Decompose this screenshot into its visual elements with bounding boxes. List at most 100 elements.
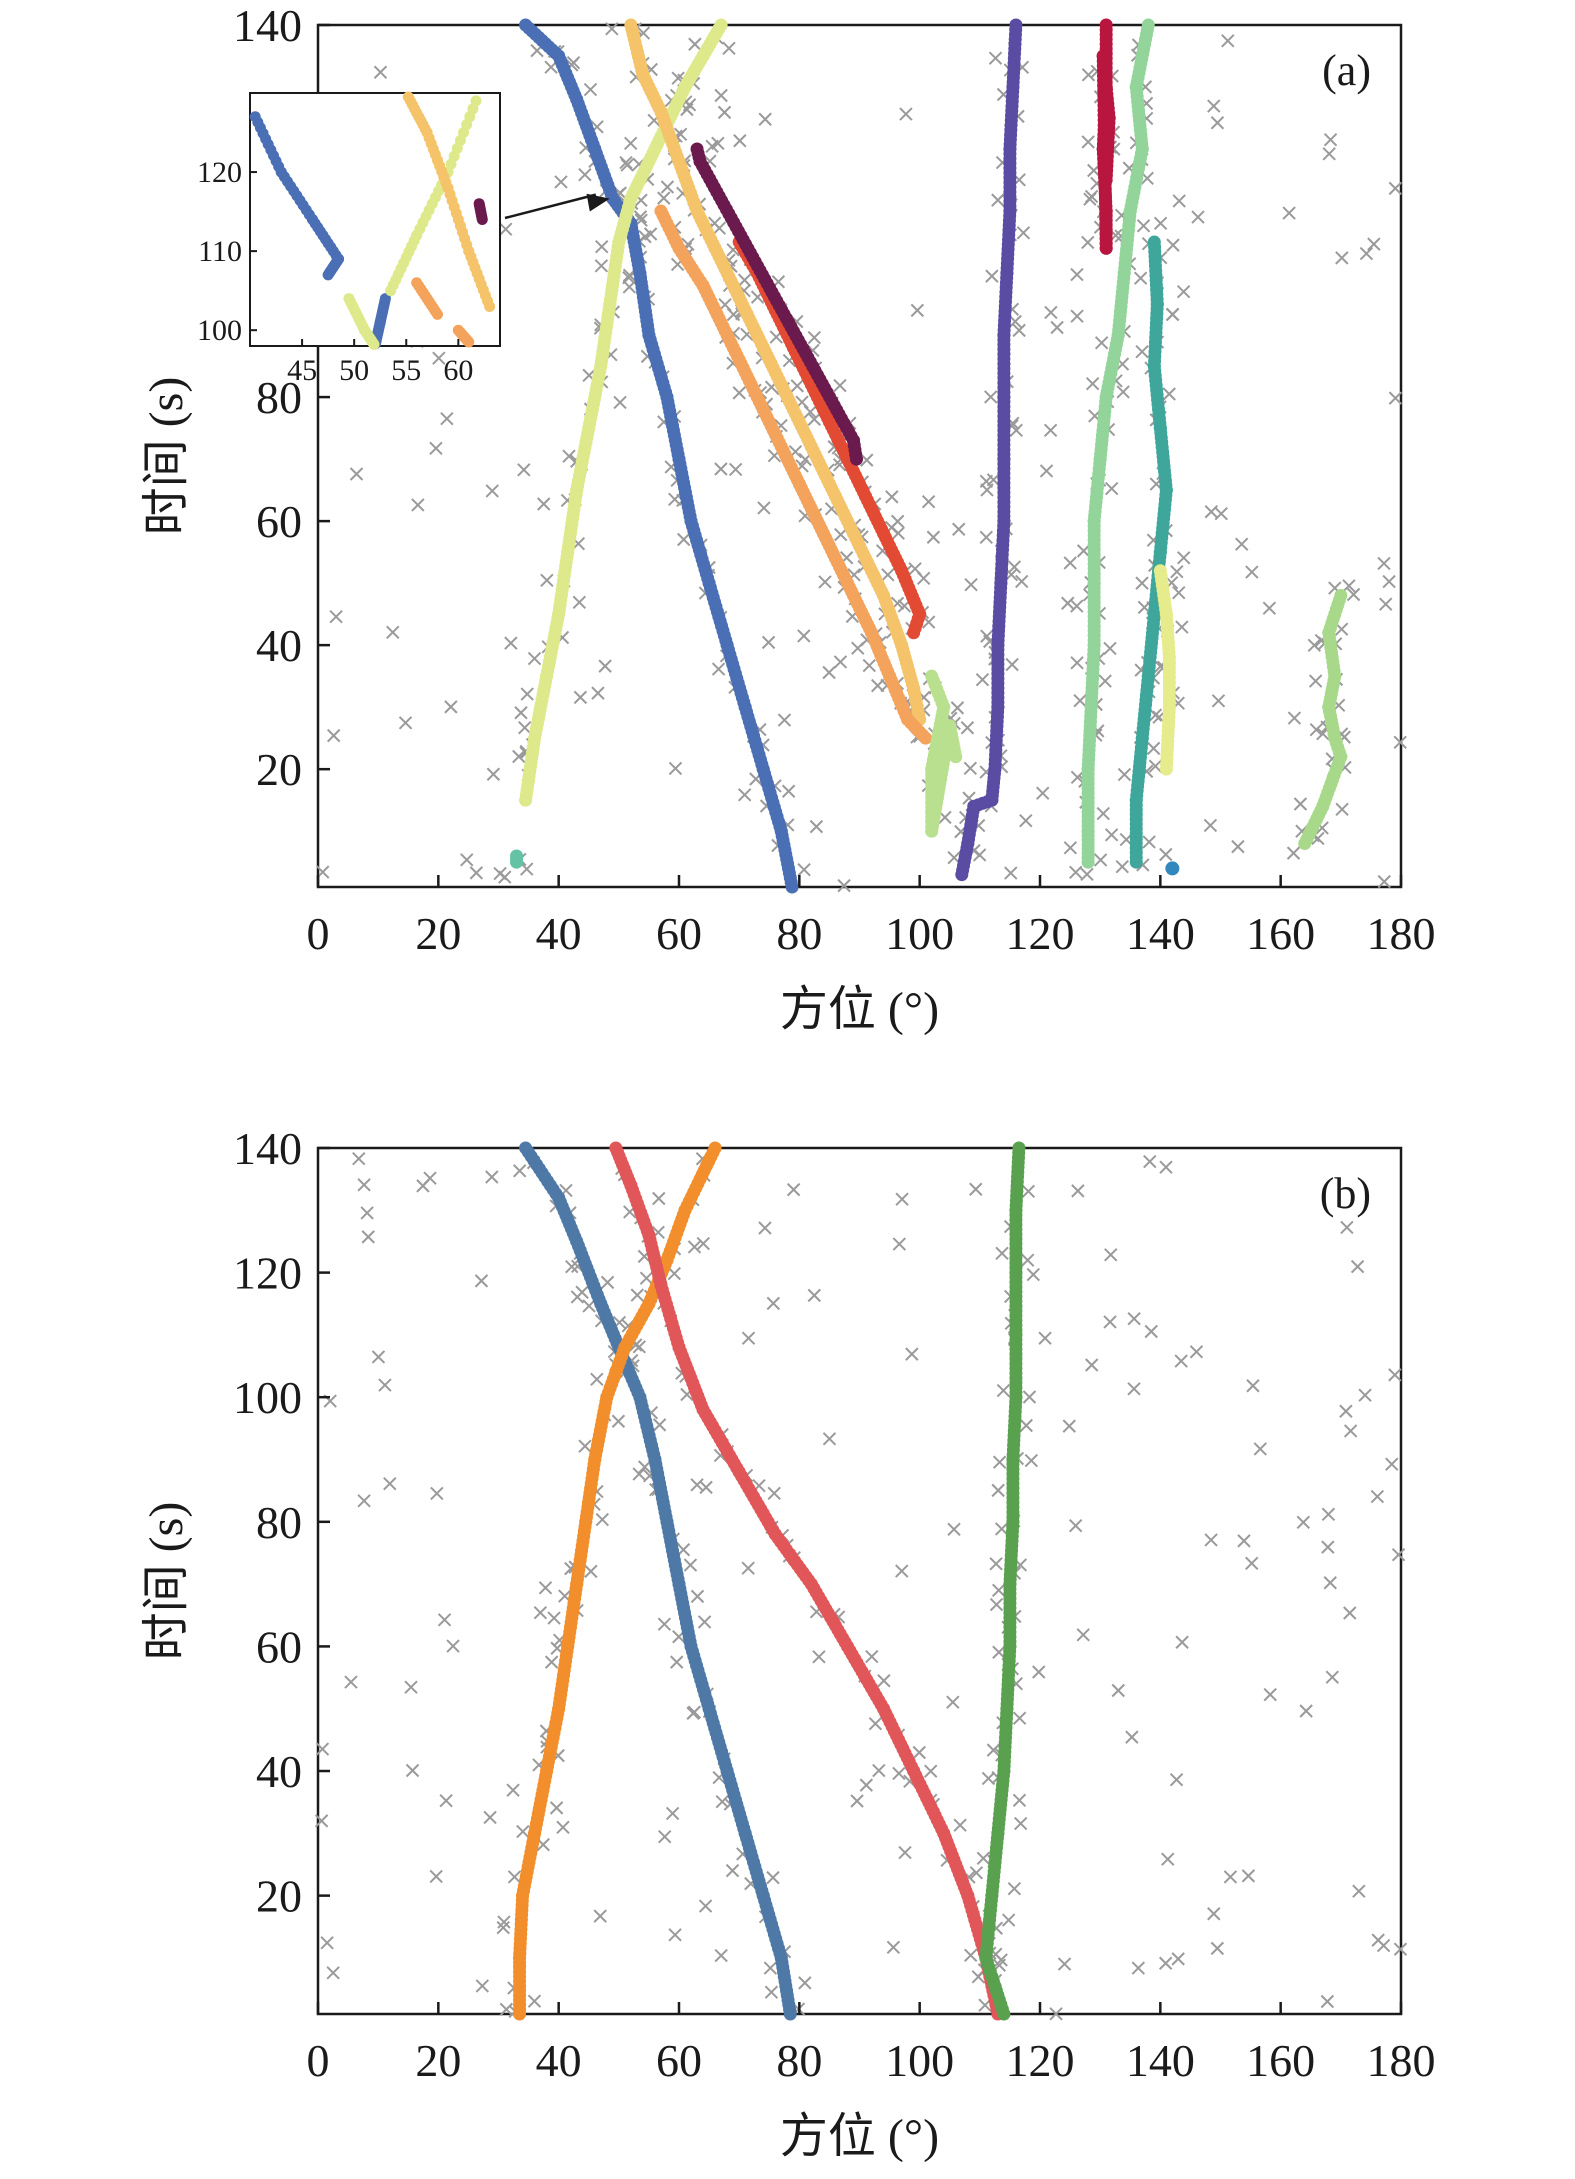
y-tick-label: 20	[256, 1871, 302, 1922]
detection-mark	[979, 530, 993, 545]
detection-mark	[507, 1870, 522, 1884]
detection-mark	[881, 568, 895, 582]
detection-mark	[921, 495, 936, 509]
detection-mark	[1076, 544, 1091, 558]
detection-mark	[1335, 251, 1349, 265]
data-point	[1298, 837, 1312, 851]
detection-mark	[767, 1486, 781, 1501]
detection-mark	[383, 1476, 397, 1491]
detection-mark	[1039, 464, 1054, 478]
detection-mark	[1022, 1390, 1037, 1404]
detection-mark	[833, 655, 848, 669]
data-point	[907, 626, 921, 640]
detection-mark	[314, 1814, 329, 1828]
detection-mark	[891, 526, 905, 540]
detection-mark	[1388, 1368, 1402, 1382]
detection-mark	[715, 1794, 729, 1809]
detection-mark	[498, 870, 512, 884]
x-tick-label: 180	[1367, 908, 1436, 959]
detection-mark	[868, 1716, 883, 1731]
detection-mark	[1043, 423, 1058, 437]
data-point	[510, 855, 524, 869]
data-point	[1129, 855, 1143, 869]
detection-mark	[786, 1182, 801, 1197]
detection-mark	[315, 1742, 330, 1756]
detection-mark	[1125, 1730, 1139, 1744]
detection-mark	[871, 678, 885, 693]
detection-mark	[329, 610, 343, 624]
detection-mark	[690, 1478, 704, 1492]
detection-mark	[1335, 802, 1349, 817]
series-10	[925, 669, 963, 838]
detection-mark	[833, 378, 847, 393]
detection-mark	[578, 167, 592, 182]
detection-mark	[725, 1863, 740, 1878]
data-point	[519, 1141, 533, 1155]
detection-mark	[1245, 565, 1259, 579]
detection-mark	[986, 473, 1001, 487]
detection-mark	[668, 492, 682, 506]
detection-mark	[1234, 537, 1249, 551]
detection-mark	[1019, 1418, 1033, 1433]
detection-mark	[1131, 1961, 1146, 1975]
detection-mark	[1223, 1870, 1238, 1884]
detection-mark	[1103, 641, 1117, 656]
panel-0: 0 20 40 60 80 100 120 140 160 180 20 40 60 80 140 方位 (°…	[140, 0, 1436, 1036]
detection-mark	[485, 484, 499, 498]
detection-mark	[344, 1675, 358, 1689]
detection-mark	[622, 280, 637, 294]
detection-mark	[969, 1182, 983, 1196]
y-tick-label: 140	[233, 0, 302, 51]
detection-mark	[1169, 1773, 1184, 1787]
x-tick-label: 80	[776, 908, 822, 959]
detection-mark	[562, 449, 576, 463]
detection-mark	[766, 1870, 780, 1885]
detection-mark	[698, 1899, 713, 1913]
detection-mark	[620, 158, 634, 172]
detection-mark	[373, 65, 388, 79]
detection-mark	[1262, 601, 1277, 615]
detection-mark	[1377, 556, 1391, 571]
detection-mark	[598, 659, 612, 673]
detection-mark	[895, 1564, 909, 1578]
detection-mark	[1340, 1220, 1354, 1235]
detection-mark	[595, 239, 609, 254]
detection-mark	[797, 629, 811, 643]
detection-mark	[638, 229, 652, 244]
detection-mark	[892, 1237, 907, 1251]
detection-mark	[485, 1170, 499, 1184]
detection-mark	[1136, 219, 1151, 233]
x-tick-label: 0	[307, 2035, 330, 2086]
inset-point	[322, 269, 334, 281]
detection-mark	[1172, 194, 1186, 208]
y-tick-label: 60	[256, 1621, 302, 1672]
detection-mark	[605, 22, 619, 36]
detection-mark	[950, 701, 965, 715]
detection-mark	[1282, 206, 1296, 220]
detection-mark	[996, 1383, 1011, 1398]
detection-mark	[781, 784, 796, 798]
detection-mark	[378, 1378, 392, 1392]
detection-mark	[326, 1966, 340, 1980]
detection-mark	[516, 1824, 530, 1839]
detection-mark	[1049, 2007, 1063, 2021]
detection-mark	[594, 259, 609, 273]
x-tick-label: 20	[415, 2035, 461, 2086]
series-13	[510, 849, 524, 869]
detection-mark	[572, 595, 587, 610]
x-tick-label: 60	[656, 908, 702, 959]
inset-x-tick-label: 60	[443, 354, 473, 387]
data-point	[1159, 762, 1173, 776]
panel-label: (b)	[1320, 1169, 1371, 1218]
detection-mark	[1293, 797, 1308, 811]
inset-y-tick-label: 120	[197, 156, 242, 189]
series-3	[979, 1141, 1026, 2021]
detection-mark	[980, 629, 994, 643]
detection-mark	[1068, 1518, 1083, 1533]
detection-mark	[757, 501, 771, 515]
inset: 45 50 55 60 100 110 120	[197, 91, 610, 387]
detection-mark	[807, 412, 821, 426]
detection-mark	[1207, 1907, 1221, 1921]
x-tick-label: 120	[1006, 908, 1075, 959]
detection-mark	[872, 1763, 886, 1778]
